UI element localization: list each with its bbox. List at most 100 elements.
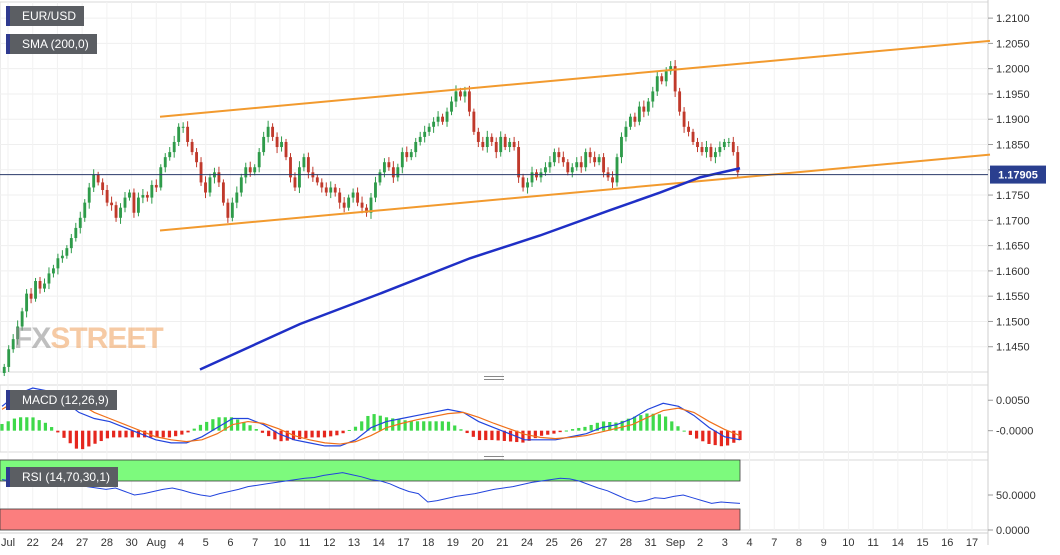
macd-histogram-bar (707, 430, 711, 444)
macd-histogram-bar (105, 430, 110, 439)
candle-body (687, 126, 690, 132)
macd-line (1, 387, 741, 447)
candle-body (195, 152, 198, 163)
candle-body (696, 141, 699, 148)
macd-histogram-bar (124, 430, 128, 438)
rsi-overbought-zone (0, 459, 741, 482)
x-tick-label: 2 (697, 537, 703, 549)
candle-body (136, 197, 140, 213)
macd-histogram-bar (353, 426, 358, 431)
candle-body (526, 182, 529, 188)
macd-histogram-bar (366, 415, 370, 431)
candle-body (597, 157, 601, 163)
candle-body (620, 136, 623, 158)
candle-body (561, 157, 565, 163)
price-tick-label: 1.1450 (996, 342, 1030, 354)
candle-body (552, 152, 556, 163)
candle-body (11, 339, 15, 350)
candle-body (101, 182, 105, 190)
candle-body (485, 136, 489, 148)
macd-histogram-bar (322, 430, 327, 438)
x-tick-label: 14 (892, 537, 904, 549)
candle-body (669, 66, 673, 72)
candle-body (306, 157, 310, 173)
candle-body (633, 116, 637, 122)
candle-body (204, 182, 207, 193)
macd-histogram-bar (316, 430, 320, 438)
macd-histogram-bar (329, 430, 333, 437)
macd-histogram-bar (409, 420, 413, 431)
macd-tag[interactable]: MACD (12,26,9) (6, 390, 117, 410)
candle-body (208, 177, 212, 193)
macd-histogram-bar (254, 429, 258, 431)
macd-histogram-bar (74, 430, 79, 449)
x-tick-label: 20 (472, 537, 484, 549)
candle-body (664, 71, 668, 82)
candle-body (186, 126, 190, 142)
macd-histogram-bar (440, 421, 444, 431)
candle-body (338, 192, 342, 203)
candle-body (369, 197, 373, 213)
rsi-panel (0, 459, 741, 531)
candle-body (87, 187, 91, 203)
macd-histogram-bar (248, 425, 252, 431)
candle-body (230, 202, 234, 218)
macd-histogram-bar (670, 421, 674, 431)
candle-body (575, 162, 579, 168)
x-tick-label: Sep (666, 537, 686, 549)
macd-tick-label: -0.0000 (996, 426, 1033, 438)
candle-body (302, 157, 306, 168)
candle-body (655, 76, 659, 92)
candle-body (16, 326, 20, 340)
panel-splitter-handle (484, 456, 504, 457)
candle-body (436, 116, 440, 122)
channel-upper-line (159, 39, 991, 118)
macd-histogram-bar (335, 430, 339, 436)
candle-body (700, 147, 704, 153)
macd-histogram-bar (285, 430, 289, 441)
macd-histogram-bar (99, 430, 103, 442)
sma-tag[interactable]: SMA (200,0) (6, 34, 97, 54)
price-tick-label: 1.2050 (996, 38, 1030, 50)
candle-body (351, 192, 355, 198)
macd-histogram-bar (304, 430, 308, 439)
price-tick-label: 1.1900 (996, 114, 1030, 126)
candle-body (128, 192, 131, 198)
candle-body (159, 167, 163, 188)
macd-histogram-bar (403, 420, 407, 431)
candle-body (588, 152, 592, 158)
candle-body (239, 177, 243, 193)
candle-body (43, 283, 46, 289)
macd-histogram-bar (508, 430, 513, 442)
candle-body (217, 172, 221, 183)
macd-histogram-bar (155, 430, 159, 438)
macd-histogram-bar (198, 424, 203, 431)
x-tick-label: Jul (1, 537, 15, 549)
macd-histogram-bar (192, 428, 196, 431)
candle-body (235, 192, 239, 203)
instrument-tag[interactable]: EUR/USD (6, 6, 85, 26)
candle-body (490, 136, 494, 142)
candle-body (602, 157, 606, 173)
x-tick-label: 16 (941, 537, 953, 549)
candle-body (92, 174, 96, 188)
candle-body (566, 162, 570, 173)
macd-histogram-bar (267, 430, 271, 437)
macd-histogram-bar (50, 427, 54, 431)
candle-body (481, 141, 485, 148)
macd-histogram-bar (174, 430, 178, 437)
candle-body (454, 91, 458, 102)
x-tick-label: 27 (76, 537, 88, 549)
candle-body (284, 141, 288, 158)
macd-histogram-bar (490, 430, 494, 441)
candle-body (378, 172, 382, 183)
candle-body (168, 152, 172, 158)
rsi-tag[interactable]: RSI (14,70,30,1) (6, 467, 119, 487)
candle-body (637, 106, 641, 122)
x-tick-label: 28 (620, 537, 632, 549)
x-tick-label: 19 (447, 537, 459, 549)
candle-body (333, 187, 337, 193)
macd-histogram-bar (564, 430, 568, 432)
macd-histogram-bar (167, 430, 172, 438)
x-tick-label: 30 (125, 537, 137, 549)
